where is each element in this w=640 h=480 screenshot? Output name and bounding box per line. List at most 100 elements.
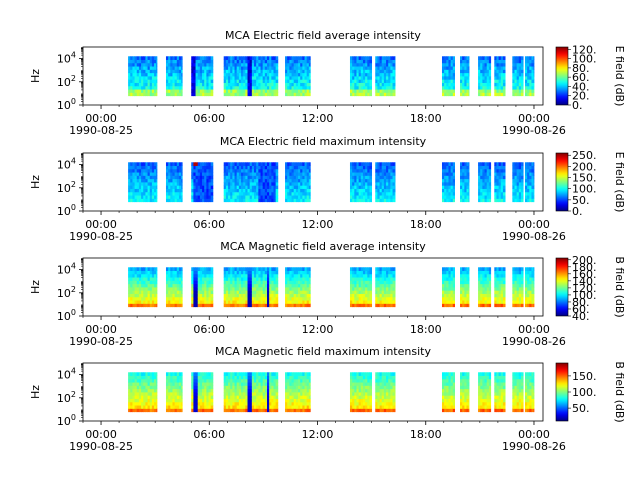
spectrogram-cell: [151, 296, 155, 301]
spectrogram-cell: [168, 62, 171, 67]
spectrogram-cell: [165, 62, 169, 67]
spectrogram-cell: [228, 287, 231, 291]
spectrogram-cell: [375, 69, 378, 74]
spectrogram-cell: [232, 162, 235, 166]
spectrogram-cell: [223, 85, 227, 90]
spectrogram-cell: [452, 178, 455, 183]
spectrogram-cell: [178, 76, 182, 80]
spectrogram-cell: [238, 162, 242, 166]
spectrogram-cell: [444, 273, 447, 278]
spectrogram-cell: [128, 195, 131, 199]
spectrogram-cell: [352, 62, 355, 67]
spectrogram-cell: [232, 79, 235, 83]
spectrogram-cell: [143, 72, 146, 77]
spectrogram-cell: [308, 267, 311, 271]
spectrogram-cell: [377, 62, 380, 67]
spectrogram-cell: [228, 72, 231, 77]
spectrogram-cell: [520, 56, 524, 60]
spectrogram-cell: [234, 191, 238, 196]
spectrogram-cell: [269, 162, 272, 166]
spectrogram-cell: [271, 72, 274, 77]
spectrogram-cell: [267, 273, 270, 278]
spectrogram-cell: [527, 191, 530, 196]
spectrogram-cell: [304, 79, 308, 83]
spectrogram-cell: [269, 195, 272, 199]
spectrogram-cell: [358, 59, 362, 64]
spectrogram-cell: [462, 172, 465, 176]
spectrogram-cell: [514, 191, 518, 196]
spectrogram-cell: [149, 175, 153, 180]
spectrogram-cell: [141, 273, 144, 278]
colorbar-gradient: [555, 152, 569, 212]
spectrogram-cell: [191, 188, 194, 193]
spectrogram-cell: [441, 283, 445, 288]
spectrogram-cell: [394, 182, 396, 186]
spectrogram-cell: [236, 85, 240, 90]
spectrogram-cell: [486, 267, 490, 271]
spectrogram-cell: [168, 89, 171, 93]
spectrogram-cell: [498, 267, 502, 271]
spectrogram-cell: [273, 287, 277, 291]
spectrogram-cell: [450, 283, 454, 288]
spectrogram-cell: [448, 270, 452, 275]
spectrogram-cell: [349, 62, 353, 67]
spectrogram-cell: [531, 283, 535, 288]
x-tick-label: 00:00: [85, 323, 117, 336]
spectrogram-cell: [356, 178, 360, 183]
spectrogram-cell: [494, 92, 497, 97]
spectrogram-cell: [193, 300, 196, 304]
spectrogram-cell: [267, 76, 270, 80]
spectrogram-cell: [494, 79, 497, 83]
spectrogram-cell: [267, 66, 270, 70]
spectrogram-cell: [466, 185, 470, 189]
spectrogram-cell: [367, 185, 370, 189]
spectrogram-cell: [365, 165, 368, 170]
spectrogram-cell: [450, 59, 454, 64]
spectrogram-cell: [531, 280, 535, 285]
spectrogram-cell: [468, 56, 470, 60]
spectrogram-cell: [295, 172, 299, 176]
spectrogram-cell: [204, 270, 207, 275]
spectrogram-cell: [199, 92, 203, 97]
spectrogram-cell: [308, 168, 311, 173]
spectrogram-cell: [308, 69, 311, 74]
spectrogram-cell: [147, 287, 151, 291]
spectrogram-cell: [524, 82, 528, 87]
spectrogram-cell: [176, 178, 180, 183]
spectrogram-cell: [134, 273, 138, 278]
spectrogram-cell: [247, 283, 251, 288]
spectrogram-cell: [151, 59, 155, 64]
spectrogram-cell: [151, 66, 155, 70]
spectrogram-cell: [251, 162, 255, 166]
spectrogram-cell: [174, 372, 178, 376]
spectrogram-cell: [232, 59, 235, 64]
spectrogram-cell: [170, 69, 173, 74]
spectrogram-cell: [518, 283, 522, 288]
spectrogram-cell: [174, 76, 178, 80]
spectrogram-cell: [287, 270, 290, 275]
spectrogram-cell: [383, 165, 387, 170]
spectrogram-cell: [245, 76, 248, 80]
spectrogram-cell: [260, 162, 264, 166]
spectrogram-cell: [256, 162, 259, 166]
spectrogram-cell: [197, 168, 201, 173]
spectrogram-cell: [377, 69, 380, 74]
spectrogram-cell: [531, 182, 535, 186]
spectrogram-cell: [197, 66, 201, 70]
spectrogram-cell: [151, 89, 155, 93]
spectrogram-cell: [264, 76, 268, 80]
spectrogram-cell: [531, 62, 535, 67]
spectrogram-cell: [275, 162, 279, 166]
spectrogram-cell: [291, 85, 295, 90]
spectrogram-cell: [258, 72, 261, 77]
spectrogram-cell: [130, 89, 133, 93]
spectrogram-cell: [168, 92, 171, 97]
spectrogram-cell: [356, 283, 360, 288]
spectrogram-cell: [494, 198, 497, 203]
spectrogram-cell: [204, 182, 207, 186]
spectrogram-cell: [308, 273, 311, 278]
spectrogram-cell: [178, 89, 182, 93]
spectrogram-cell: [486, 66, 490, 70]
spectrogram-cell: [379, 283, 383, 288]
spectrogram-cell: [367, 66, 370, 70]
